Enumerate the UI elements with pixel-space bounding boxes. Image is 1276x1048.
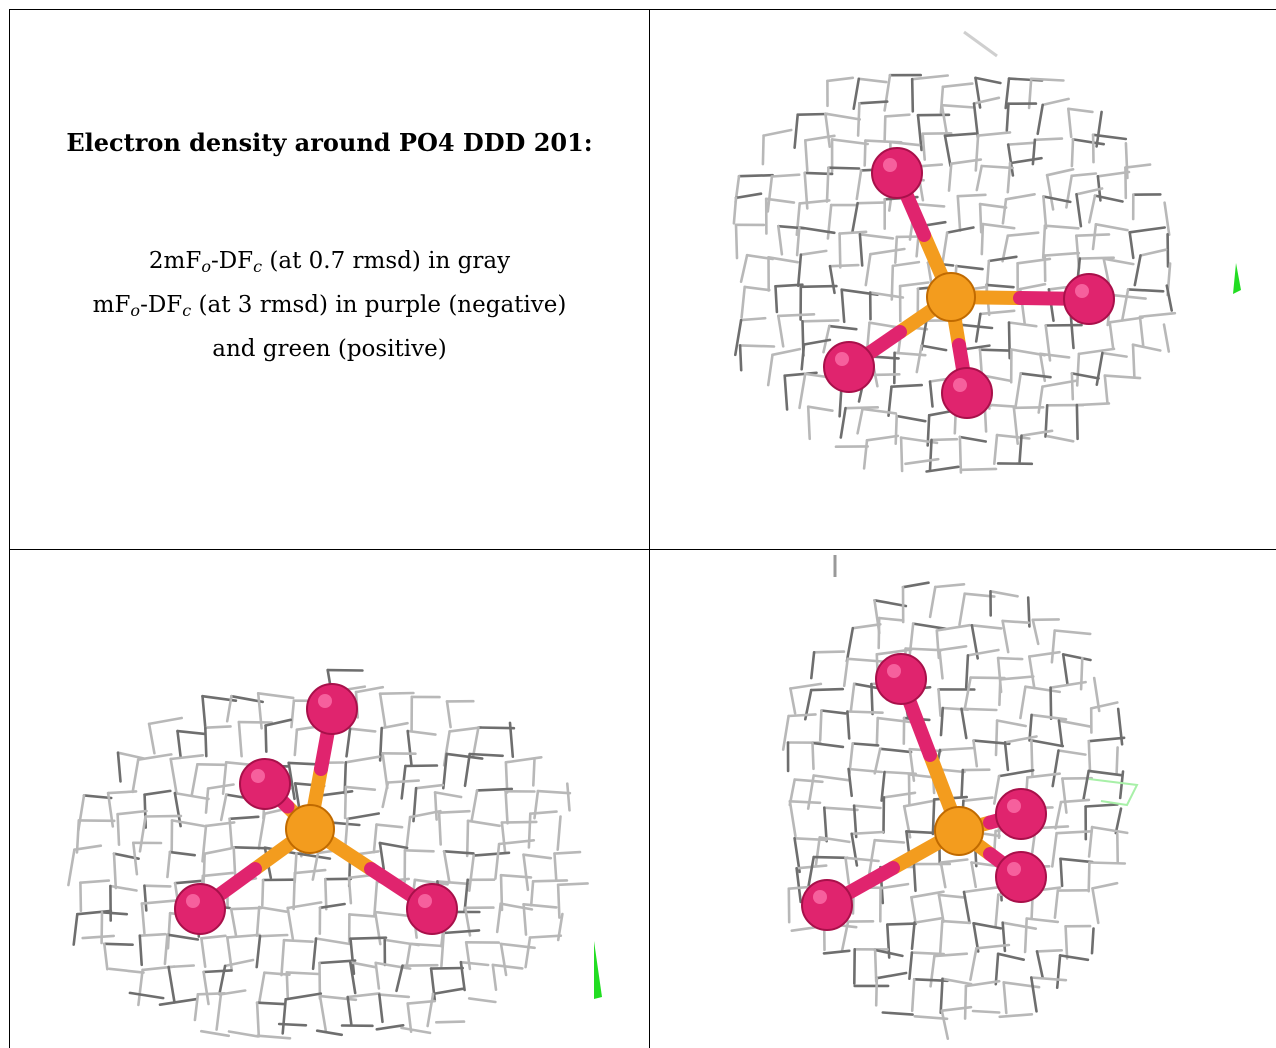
mesh-3	[781, 581, 1129, 1041]
oxygen-atom	[871, 147, 923, 199]
legend-line-mfo: mFo-DFc (at 3 rmsd) in purple (negative)	[92, 292, 567, 320]
density-render-2	[67, 668, 602, 1040]
oxygen-atom	[941, 367, 993, 419]
oxygen-atom	[823, 341, 875, 393]
oxygen-atom	[239, 758, 291, 810]
oxygen-atom	[995, 788, 1047, 840]
legend-line-positive: and green (positive)	[212, 336, 447, 362]
density-render-1	[732, 30, 1241, 474]
oxygen-atom	[1063, 273, 1115, 325]
po4-molecule-3	[801, 653, 1047, 931]
positive-density-blob	[1233, 263, 1241, 294]
figure-title: Electron density around PO4 DDD 201:	[66, 128, 593, 157]
oxygen-atom	[875, 653, 927, 705]
oxygen-atom	[406, 883, 458, 935]
phosphorus-atom	[285, 804, 335, 854]
mesh-1	[732, 73, 1177, 474]
oxygen-atom	[995, 851, 1047, 903]
density-render-3	[781, 555, 1139, 1041]
oxygen-atom	[174, 883, 226, 935]
oxygen-atom	[801, 879, 853, 931]
phosphorus-atom	[934, 806, 984, 856]
positive-density-blob	[594, 941, 602, 999]
view-bottom-right	[649, 549, 1276, 1048]
view-top-right	[649, 9, 1276, 550]
view-bottom-left	[9, 549, 650, 1048]
phosphorus-atom	[926, 272, 976, 322]
po4-molecule-2	[174, 683, 458, 935]
figure-description: 2mFo-DFc (at 0.7 rmsd) in gray mFo-DFc (…	[10, 242, 649, 368]
po4-molecule-1	[823, 147, 1115, 419]
legend-line-2mfo: 2mFo-DFc (at 0.7 rmsd) in gray	[148, 248, 511, 276]
oxygen-atom	[306, 683, 358, 735]
positive-density-outline	[1088, 778, 1139, 807]
caption-cell: Electron density around PO4 DDD 201: 2mF…	[9, 9, 650, 550]
